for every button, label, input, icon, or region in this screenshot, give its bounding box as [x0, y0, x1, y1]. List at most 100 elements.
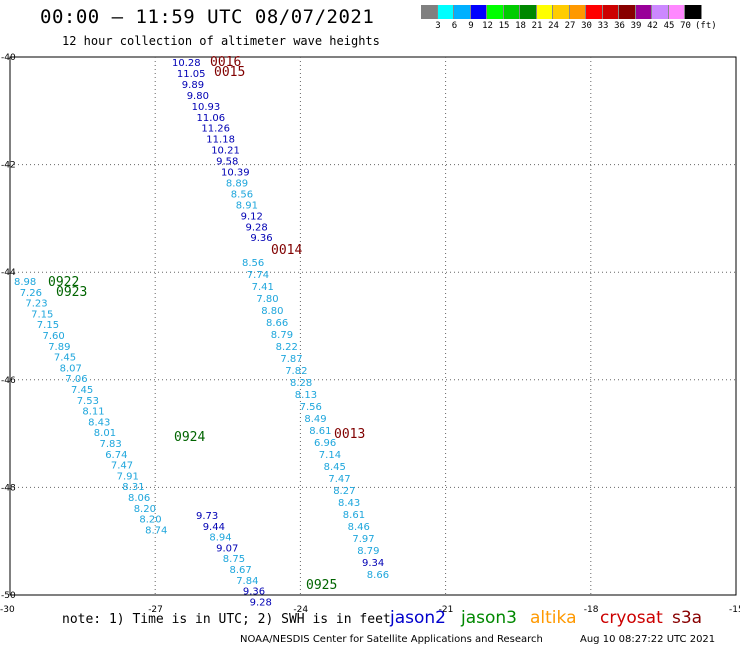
map-frame	[9, 56, 737, 596]
colorbar-label: 42	[647, 21, 658, 31]
wave-height-value: 7.83	[100, 439, 122, 450]
wave-height-value: 7.91	[117, 471, 139, 482]
colorbar-label: 24	[548, 21, 559, 31]
colorbar-swatch	[668, 5, 685, 19]
wave-height-value: 7.15	[37, 320, 59, 331]
wave-height-value: 8.07	[60, 363, 82, 374]
colorbar-swatch	[569, 5, 586, 19]
wave-height-value: 7.74	[247, 270, 269, 281]
lat-label: -46	[1, 376, 16, 386]
wave-height-value: 9.34	[362, 558, 384, 569]
map-subtitle: 12 hour collection of altimeter wave hei…	[62, 34, 380, 48]
lon-label: -24	[293, 605, 308, 615]
colorbar-swatch	[553, 5, 570, 19]
pass-label: 0923	[56, 285, 87, 300]
lon-label: -30	[0, 605, 15, 615]
wave-height-value: 6.96	[314, 438, 336, 449]
wave-height-value: 9.80	[187, 91, 209, 102]
wave-height-value: 9.28	[246, 222, 268, 233]
colorbar-swatch	[520, 5, 537, 19]
wave-height-value: 7.06	[65, 374, 87, 385]
pass-label: 0015	[214, 65, 245, 80]
colorbar-label: 33	[597, 21, 609, 31]
lon-label: -18	[584, 605, 599, 615]
colorbar-swatch	[454, 5, 471, 19]
wave-height-value: 9.89	[182, 80, 204, 91]
colorbar-unit: (ft)	[695, 21, 717, 31]
colorbar-swatch	[586, 5, 603, 19]
colorbar-swatch	[503, 5, 520, 19]
colorbar-swatch	[487, 5, 504, 19]
wave-height-value: 8.43	[88, 417, 110, 428]
wave-height-value: 8.01	[94, 428, 116, 439]
pass-label: 0014	[271, 243, 302, 258]
colorbar-label: 21	[531, 21, 543, 31]
colorbar-label: 6	[451, 21, 458, 31]
colorbar-label: 9	[468, 21, 474, 31]
wave-height-value: 7.82	[285, 366, 307, 377]
wave-height-value: 8.27	[333, 486, 355, 497]
wave-height-value: 8.20	[139, 515, 161, 526]
legend-jason3: jason3	[461, 608, 517, 628]
wave-height-value: 7.45	[54, 353, 76, 364]
lon-label: -15	[729, 605, 740, 615]
colorbar-swatch	[652, 5, 669, 19]
colorbar-labels: 3 6 9 12 15 18 21 24 27 30 33 36 39 42 45 70 (ft)	[421, 21, 740, 33]
wave-height-value: 9.36	[243, 587, 265, 598]
wave-height-value: 7.47	[111, 461, 133, 472]
map-title: 00:00 — 11:59 UTC 08/07/2021	[40, 6, 375, 28]
wave-height-value: 7.97	[352, 534, 374, 545]
colorbar	[421, 5, 702, 19]
wave-height-value: 10.93	[192, 102, 221, 113]
lon-label: -27	[148, 605, 163, 615]
colorbar-label: 36	[614, 21, 625, 31]
wave-height-value: 8.75	[223, 554, 245, 565]
footer-timestamp: Aug 10 08:27:22 UTC 2021	[580, 634, 716, 645]
wave-height-value: 7.89	[48, 342, 70, 353]
lat-label: -50	[1, 591, 16, 601]
pass-label: 0924	[174, 430, 205, 445]
wave-height-value: 8.28	[290, 378, 312, 389]
colorbar-swatch	[470, 5, 487, 19]
wave-height-value: 9.36	[250, 233, 272, 244]
legend-s3a: s3a	[672, 608, 703, 628]
wave-height-value: 8.66	[367, 570, 389, 581]
wave-height-value: 7.60	[43, 331, 65, 342]
wave-height-value: 7.45	[71, 385, 93, 396]
wave-height-value: 8.79	[357, 546, 379, 557]
colorbar-swatch	[437, 5, 454, 19]
lat-label: -40	[1, 53, 16, 63]
wave-height-value: 11.18	[206, 135, 235, 146]
wave-height-value: 8.89	[226, 178, 248, 189]
lon-label: -21	[439, 605, 454, 615]
footer-credit: NOAA/NESDIS Center for Satellite Applica…	[240, 634, 543, 645]
wave-height-value: 6.74	[105, 450, 127, 461]
wave-height-value: 8.80	[261, 306, 283, 317]
colorbar-swatch	[602, 5, 619, 19]
wave-height-value: 7.14	[319, 450, 341, 461]
colorbar-label: 45	[663, 21, 675, 31]
wave-height-value: 10.28	[172, 58, 201, 69]
wave-height-value: 8.94	[209, 533, 231, 544]
colorbar-swatch	[619, 5, 636, 19]
wave-height-value: 7.41	[252, 282, 274, 293]
wave-height-value: 8.66	[266, 318, 288, 329]
wave-height-value: 7.23	[25, 299, 47, 310]
colorbar-swatch	[536, 5, 553, 19]
wave-height-value: 7.56	[300, 402, 322, 413]
wave-height-value: 8.13	[295, 390, 317, 401]
wave-height-value: 7.47	[328, 474, 350, 485]
wave-height-value: 9.73	[196, 511, 218, 522]
colorbar-label: 30	[581, 21, 592, 31]
wave-height-value: 8.61	[309, 426, 331, 437]
wave-height-value: 9.28	[250, 597, 272, 608]
wave-height-value: 7.87	[280, 354, 302, 365]
lat-label: -48	[1, 483, 16, 493]
colorbar-swatch	[685, 5, 702, 19]
wave-height-value: 8.91	[236, 200, 258, 211]
wave-height-value: 9.58	[216, 157, 238, 168]
wave-height-value: 8.46	[348, 522, 370, 533]
wave-height-value: 8.49	[304, 414, 326, 425]
wave-height-value: 7.53	[77, 396, 99, 407]
